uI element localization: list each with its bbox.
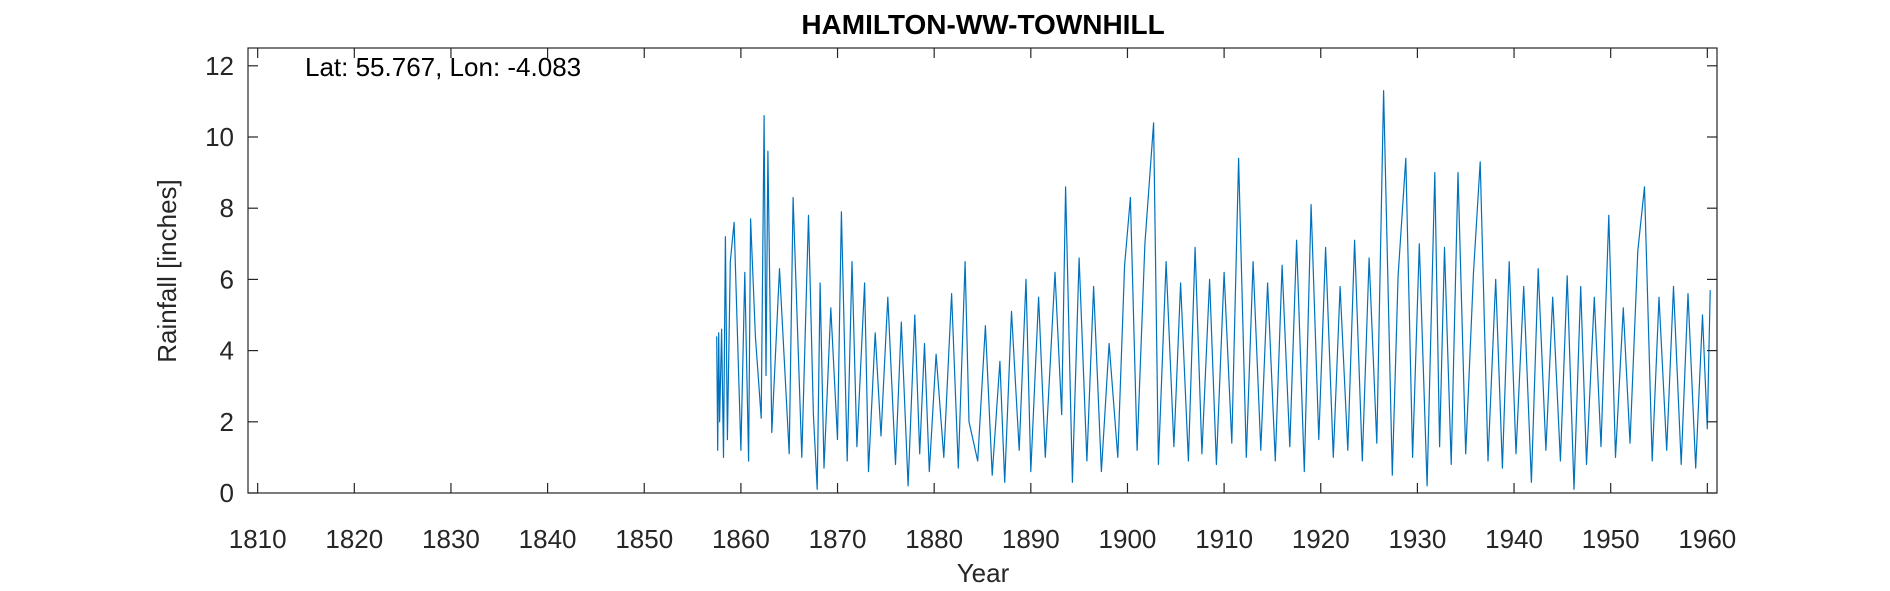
chart-title: HAMILTON-WW-TOWNHILL xyxy=(801,9,1164,40)
axes-frame xyxy=(247,47,1718,494)
x-tick-label: 1820 xyxy=(325,524,383,554)
x-tick-label: 1910 xyxy=(1195,524,1253,554)
y-axis-label: Rainfall [inches] xyxy=(152,179,182,363)
x-tick-label: 1840 xyxy=(519,524,577,554)
x-tick-label: 1830 xyxy=(422,524,480,554)
y-tick-label: 6 xyxy=(220,264,234,294)
x-tick-label: 1920 xyxy=(1292,524,1350,554)
x-tick-label: 1870 xyxy=(809,524,867,554)
plot-area xyxy=(716,90,1711,490)
x-tick-label: 1810 xyxy=(229,524,287,554)
x-tick-label: 1890 xyxy=(1002,524,1060,554)
x-tick-label: 1860 xyxy=(712,524,770,554)
x-tick-label: 1850 xyxy=(615,524,673,554)
x-tick-label: 1930 xyxy=(1388,524,1446,554)
x-tick-label: 1880 xyxy=(905,524,963,554)
y-tick-label: 2 xyxy=(220,407,234,437)
x-axis-label: Year xyxy=(957,558,1010,588)
y-tick-label: 12 xyxy=(205,51,234,81)
x-tick-label: 1950 xyxy=(1582,524,1640,554)
x-tick-label: 1960 xyxy=(1678,524,1736,554)
x-tick-label: 1940 xyxy=(1485,524,1543,554)
x-tick-label: 1900 xyxy=(1099,524,1157,554)
axes: 1810 1820 1830 1840 1850 1860 1870 1880 1890 1900… xyxy=(205,47,1736,554)
y-tick-label: 8 xyxy=(220,193,234,223)
rainfall-series-line xyxy=(716,90,1711,490)
y-tick-label: 0 xyxy=(220,478,234,508)
coordinates-annotation: Lat: 55.767, Lon: -4.083 xyxy=(305,52,581,82)
y-tick-label: 10 xyxy=(205,122,234,152)
y-tick-label: 4 xyxy=(220,336,234,366)
